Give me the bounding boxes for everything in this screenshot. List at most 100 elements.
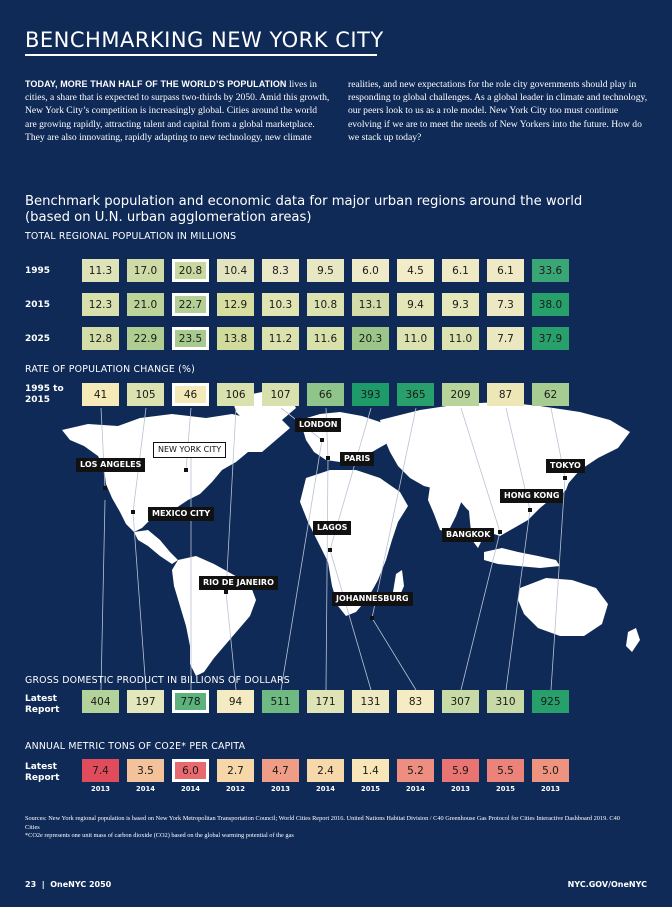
co2-year-label: 2012 [226,785,245,793]
population-cell: 38.0 [532,293,569,316]
population-cell: 33.6 [532,259,569,282]
co2-cell: 3.5 [127,759,164,782]
co2-cell: 5.5 [487,759,524,782]
city-label-los-angeles: LOS ANGELES [76,458,146,472]
gdp-cell: 925 [532,690,569,713]
rate-cell: 46 [172,383,209,406]
population-cell: 22.9 [127,327,164,350]
population-cell: 7.7 [487,327,524,350]
chart-title: Benchmark population and economic data f… [25,194,583,225]
co2-cell: 1.4 [352,759,389,782]
population-cell: 9.3 [442,293,479,316]
population-cell: 12.8 [82,327,119,350]
row-label-rate: 1995 to 2015 [25,384,64,405]
gdp-cell: 778 [172,690,209,713]
gdp-cell: 307 [442,690,479,713]
population-cell: 6.1 [487,259,524,282]
co2-year-label: 2014 [406,785,425,793]
leader-lines [100,407,566,691]
rate-cell: 62 [532,383,569,406]
row-label-1995: 1995 [25,266,51,276]
population-cell: 6.0 [352,259,389,282]
population-cell: 11.2 [262,327,299,350]
north-america-shape [62,414,290,532]
sources-text: Sources: New York regional population is… [25,815,620,831]
co2-cell: 5.9 [442,759,479,782]
asia-shape [380,402,630,536]
population-cell: 20.3 [352,327,389,350]
city-label-bangkok: BANGKOK [442,528,495,542]
page-title: BENCHMARKING NEW YORK CITY [25,28,384,52]
population-cell: 37.9 [532,327,569,350]
co2-year-label: 2014 [316,785,335,793]
gdp-cell: 83 [397,690,434,713]
city-label-london: LONDON [295,418,342,432]
rate-cell: 393 [352,383,389,406]
population-cell: 11.0 [442,327,479,350]
population-cell: 11.0 [397,327,434,350]
rate-cell: 209 [442,383,479,406]
gdp-cell: 511 [262,690,299,713]
population-cell: 21.0 [127,293,164,316]
population-cell: 13.8 [217,327,254,350]
city-markers [103,438,567,620]
population-cell: 4.5 [397,259,434,282]
indonesia-shape [484,548,560,568]
footer-url[interactable]: NYC.GOV/OneNYC [567,880,647,889]
co2-year-label: 2013 [271,785,290,793]
population-section-label: TOTAL REGIONAL POPULATION IN MILLIONS [25,231,237,242]
city-label-johannesburg: JOHANNESBURG [332,592,413,606]
co2-cell: 2.4 [307,759,344,782]
city-label-mexico-city: MEXICO CITY [148,507,215,521]
population-cell: 9.4 [397,293,434,316]
row-label-co2: Latest Report [25,762,60,783]
row-label-gdp: Latest Report [25,694,60,715]
central-america-shape [134,530,178,564]
gdp-section-label: GROSS DOMESTIC PRODUCT IN BILLIONS OF DO… [25,675,290,686]
co2-year-label: 2014 [181,785,200,793]
co2-year-label: 2015 [361,785,380,793]
co2-year-label: 2013 [451,785,470,793]
gdp-cell: 404 [82,690,119,713]
population-cell: 11.3 [82,259,119,282]
row-label-2025: 2025 [25,334,51,344]
australia-shape [518,578,608,636]
rate-cell: 106 [217,383,254,406]
city-label-rio-de-janeiro: RIO DE JANEIRO [199,576,278,590]
population-cell: 7.3 [487,293,524,316]
co2-year-label: 2015 [496,785,515,793]
co2-cell: 7.4 [82,759,119,782]
intro-column-2: realities, and new expectations for the … [348,79,648,143]
intro-text-1: lives in cities, a share that is expecte… [25,79,330,143]
population-cell: 6.1 [442,259,479,282]
rate-cell: 41 [82,383,119,406]
row-label-2015: 2015 [25,300,51,310]
population-cell: 10.4 [217,259,254,282]
co2-cell: 5.0 [532,759,569,782]
population-cell: 20.8 [172,259,209,282]
rate-cell: 105 [127,383,164,406]
footer-page-number: 23 | OneNYC 2050 [25,880,112,889]
india-shape [428,486,462,532]
co2-year-label: 2014 [136,785,155,793]
population-cell: 23.5 [172,327,209,350]
rate-cell: 365 [397,383,434,406]
city-label-paris: PARIS [340,452,375,466]
population-cell: 17.0 [127,259,164,282]
city-label-lagos: LAGOS [313,521,352,535]
new-zealand-shape [626,628,640,652]
co2-cell: 5.2 [397,759,434,782]
intro-lead: TODAY, MORE THAN HALF OF THE WORLD’S POP… [25,79,287,89]
south-america-shape [172,556,256,676]
co2-cell: 4.7 [262,759,299,782]
population-cell: 9.5 [307,259,344,282]
co2-cell: 2.7 [217,759,254,782]
population-cell: 10.8 [307,293,344,316]
africa-shape [300,470,408,616]
sources-notes: Sources: New York regional population is… [25,815,625,841]
population-cell: 11.6 [307,327,344,350]
population-cell: 8.3 [262,259,299,282]
population-cell: 13.1 [352,293,389,316]
rate-cell: 87 [487,383,524,406]
